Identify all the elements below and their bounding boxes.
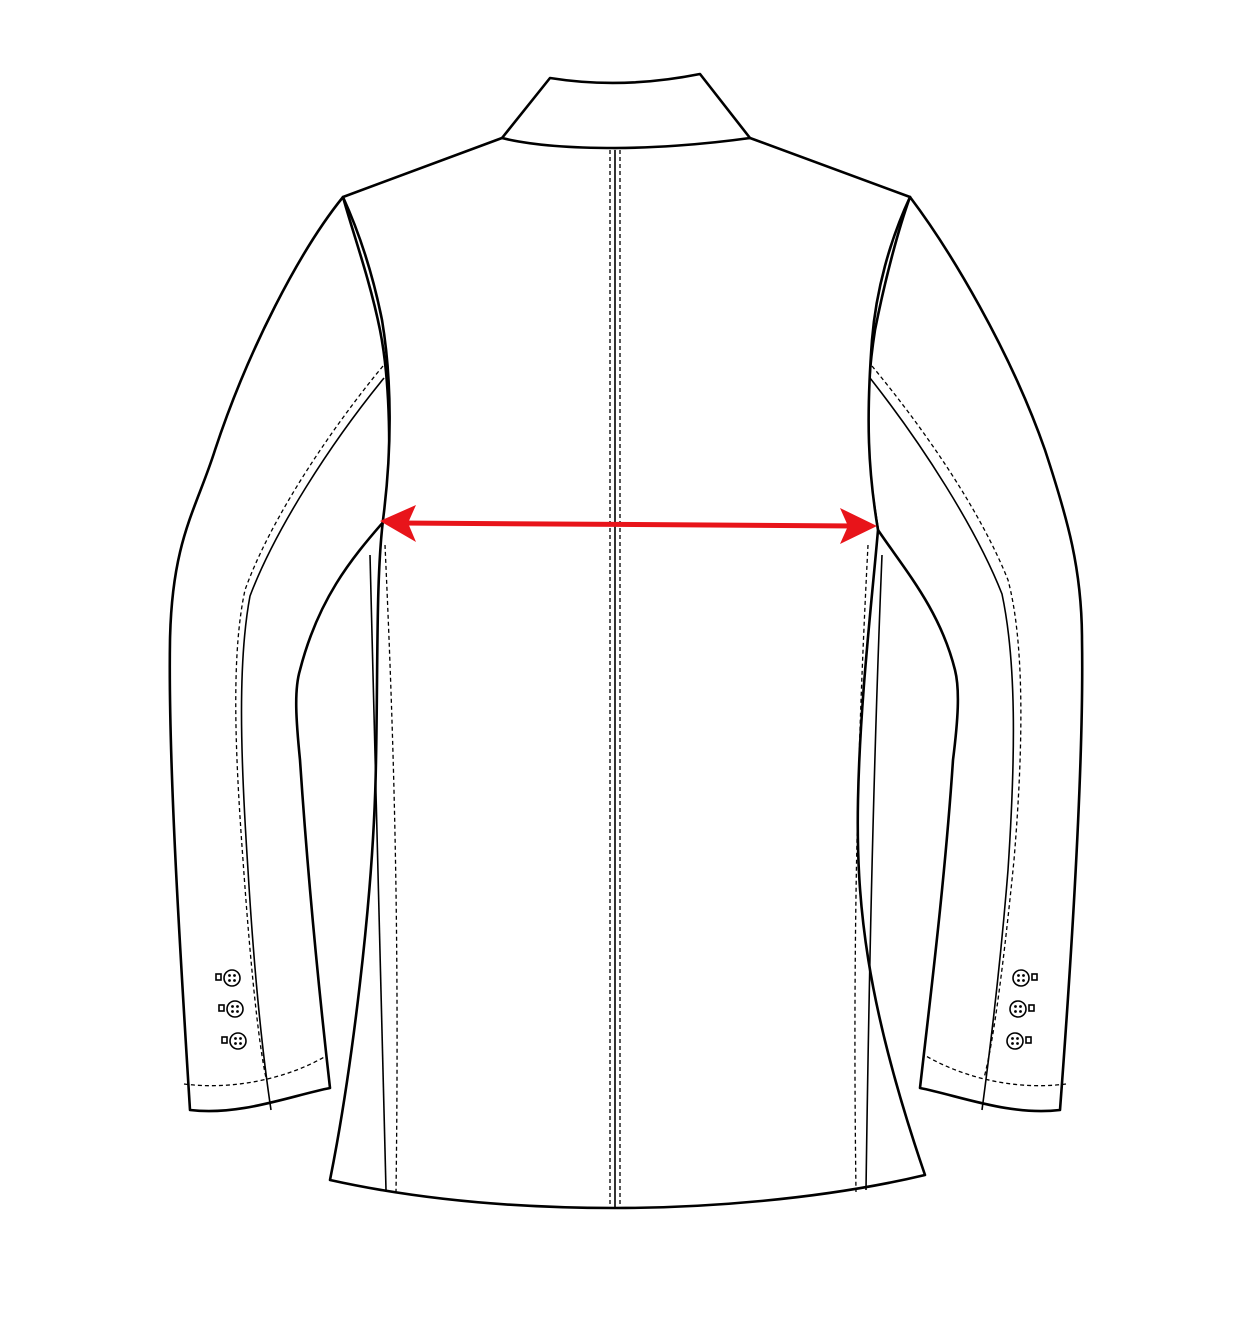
right-cuff-buttons (1006, 969, 1038, 1050)
left-sleeve (168, 195, 391, 1113)
button-icon (215, 969, 241, 987)
button-icon (1006, 1032, 1032, 1050)
button-icon (1009, 1000, 1035, 1018)
right-sleeve (866, 195, 1084, 1113)
jacket-body (328, 136, 927, 1210)
button-icon (1012, 969, 1038, 987)
chest-width-arrow (380, 505, 877, 544)
arrowhead-right-icon (840, 508, 877, 544)
arrowhead-left-icon (380, 505, 416, 542)
collar (500, 72, 752, 150)
left-cuff-buttons (215, 969, 247, 1050)
button-icon (218, 1000, 244, 1018)
button-icon (221, 1032, 247, 1050)
